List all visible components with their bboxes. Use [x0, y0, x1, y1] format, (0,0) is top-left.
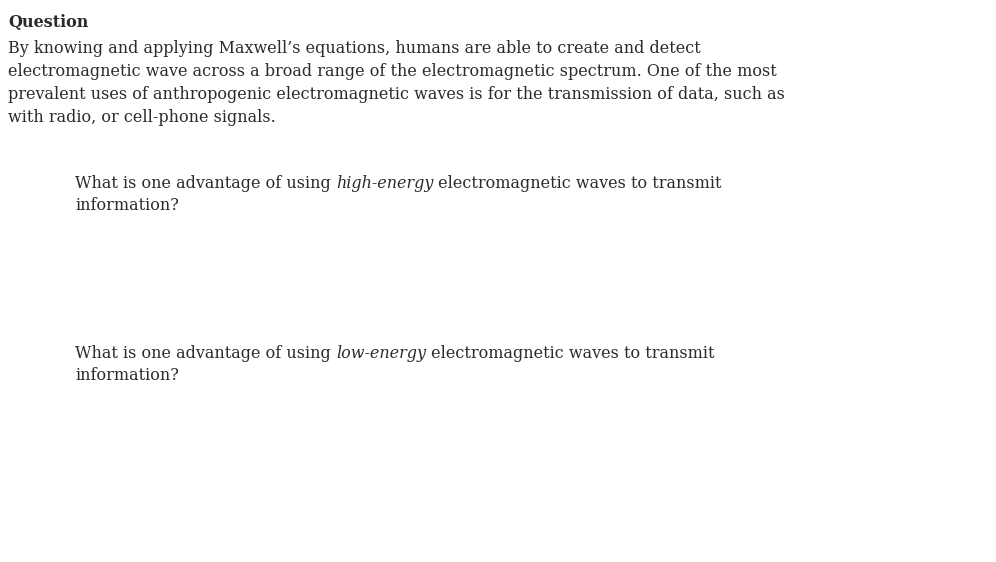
Text: high-energy: high-energy — [336, 175, 433, 192]
Text: information?: information? — [75, 197, 179, 214]
Text: What is one advantage of using: What is one advantage of using — [75, 345, 336, 362]
Text: low-energy: low-energy — [336, 345, 426, 362]
Text: electromagnetic waves to transmit: electromagnetic waves to transmit — [433, 175, 722, 192]
Text: information?: information? — [75, 367, 179, 384]
Text: What is one advantage of using: What is one advantage of using — [75, 175, 336, 192]
Text: By knowing and applying Maxwell’s equations, humans are able to create and detec: By knowing and applying Maxwell’s equati… — [8, 40, 785, 125]
Text: electromagnetic waves to transmit: electromagnetic waves to transmit — [426, 345, 714, 362]
Text: Question: Question — [8, 14, 89, 31]
